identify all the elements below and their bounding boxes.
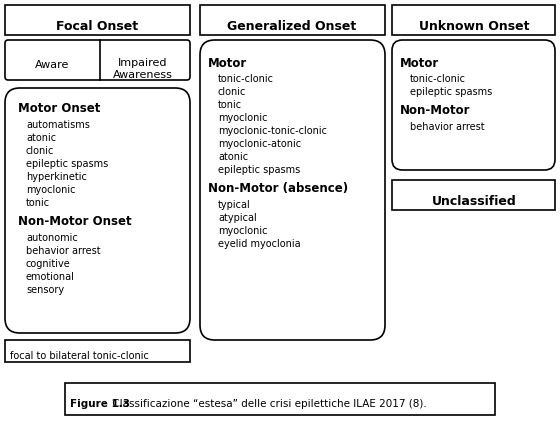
- Text: tonic: tonic: [26, 198, 50, 208]
- FancyBboxPatch shape: [392, 180, 555, 210]
- Text: Impaired
Awareness: Impaired Awareness: [113, 58, 173, 80]
- Text: automatisms: automatisms: [26, 120, 90, 130]
- Text: atonic: atonic: [218, 152, 248, 162]
- Text: myoclonic: myoclonic: [218, 226, 268, 236]
- Text: tonic: tonic: [218, 100, 242, 110]
- Text: Generalized Onset: Generalized Onset: [227, 20, 357, 33]
- Text: hyperkinetic: hyperkinetic: [26, 172, 87, 182]
- Text: epileptic spasms: epileptic spasms: [218, 165, 300, 175]
- Text: emotional: emotional: [26, 272, 75, 282]
- Text: myoclonic: myoclonic: [218, 113, 268, 123]
- FancyBboxPatch shape: [5, 340, 190, 362]
- FancyBboxPatch shape: [392, 40, 555, 170]
- FancyBboxPatch shape: [200, 40, 385, 340]
- FancyBboxPatch shape: [65, 383, 495, 415]
- Text: atonic: atonic: [26, 133, 56, 143]
- Text: typical: typical: [218, 200, 251, 210]
- FancyBboxPatch shape: [5, 88, 190, 333]
- Text: Classificazione “estesa” delle crisi epilettiche ILAE 2017 (8).: Classificazione “estesa” delle crisi epi…: [109, 399, 427, 409]
- FancyBboxPatch shape: [5, 5, 190, 35]
- Text: eyelid myoclonia: eyelid myoclonia: [218, 239, 301, 249]
- Text: atypical: atypical: [218, 213, 256, 223]
- Text: Unknown Onset: Unknown Onset: [419, 20, 529, 33]
- Text: behavior arrest: behavior arrest: [410, 122, 484, 132]
- Text: clonic: clonic: [218, 87, 246, 97]
- Text: Motor: Motor: [400, 57, 439, 70]
- Text: Aware: Aware: [35, 60, 69, 70]
- Text: tonic-clonic: tonic-clonic: [218, 74, 274, 84]
- FancyBboxPatch shape: [200, 5, 385, 35]
- Text: focal to bilateral tonic-clonic: focal to bilateral tonic-clonic: [10, 351, 149, 361]
- FancyBboxPatch shape: [392, 5, 555, 35]
- Text: myoclonic: myoclonic: [26, 185, 76, 195]
- Text: Unclassified: Unclassified: [432, 195, 516, 208]
- Text: Motor: Motor: [208, 57, 248, 70]
- Text: Focal Onset: Focal Onset: [56, 20, 138, 33]
- Text: epileptic spasms: epileptic spasms: [26, 159, 108, 169]
- Text: epileptic spasms: epileptic spasms: [410, 87, 492, 97]
- Text: Non-Motor: Non-Motor: [400, 104, 470, 117]
- Text: behavior arrest: behavior arrest: [26, 246, 101, 256]
- Text: tonic-clonic: tonic-clonic: [410, 74, 466, 84]
- Text: cognitive: cognitive: [26, 259, 71, 269]
- Text: Figure 1.3: Figure 1.3: [70, 399, 130, 409]
- Text: sensory: sensory: [26, 285, 64, 295]
- Text: Non-Motor (absence): Non-Motor (absence): [208, 182, 348, 195]
- Text: clonic: clonic: [26, 146, 54, 156]
- Text: myoclonic-atonic: myoclonic-atonic: [218, 139, 301, 149]
- FancyBboxPatch shape: [5, 40, 190, 80]
- Text: Motor Onset: Motor Onset: [18, 102, 100, 115]
- Text: autonomic: autonomic: [26, 233, 78, 243]
- Text: Non-Motor Onset: Non-Motor Onset: [18, 215, 132, 228]
- Text: myoclonic-tonic-clonic: myoclonic-tonic-clonic: [218, 126, 327, 136]
